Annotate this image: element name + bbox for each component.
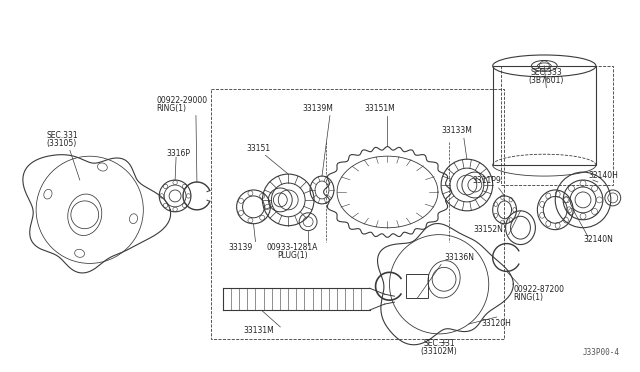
Text: (3B7601): (3B7601) — [529, 76, 564, 85]
Text: 32140H: 32140H — [588, 171, 618, 180]
Text: (33105): (33105) — [47, 139, 77, 148]
Text: 3316P: 3316P — [166, 149, 190, 158]
Text: 32140N: 32140N — [583, 235, 613, 244]
Text: J33P00-4: J33P00-4 — [583, 348, 620, 357]
Text: 33131M: 33131M — [243, 326, 274, 336]
Text: 00922-29000: 00922-29000 — [156, 96, 207, 105]
Text: 00933-1281A: 00933-1281A — [266, 243, 318, 252]
Text: 33152N: 33152N — [474, 225, 504, 234]
Bar — [406, 274, 428, 298]
Bar — [211, 89, 504, 339]
Bar — [500, 66, 612, 185]
Text: RING(1): RING(1) — [156, 104, 186, 113]
Text: 33139M: 33139M — [303, 104, 333, 113]
Text: 33120H: 33120H — [482, 320, 511, 328]
Text: RING(1): RING(1) — [513, 293, 543, 302]
Text: 3311P9: 3311P9 — [472, 176, 501, 185]
Bar — [493, 66, 596, 165]
Text: (33102M): (33102M) — [420, 347, 458, 356]
Text: SEC.333: SEC.333 — [531, 68, 562, 77]
Text: 33139: 33139 — [228, 243, 253, 252]
Text: 33151: 33151 — [246, 144, 271, 153]
Text: SEC.331: SEC.331 — [46, 131, 77, 140]
Text: 00922-87200: 00922-87200 — [513, 285, 564, 294]
Text: 33136N: 33136N — [444, 253, 474, 262]
Text: PLUG(1): PLUG(1) — [277, 251, 308, 260]
Text: 33133M: 33133M — [442, 126, 472, 135]
Text: SEC.331: SEC.331 — [423, 339, 455, 348]
Text: 33151M: 33151M — [364, 104, 395, 113]
